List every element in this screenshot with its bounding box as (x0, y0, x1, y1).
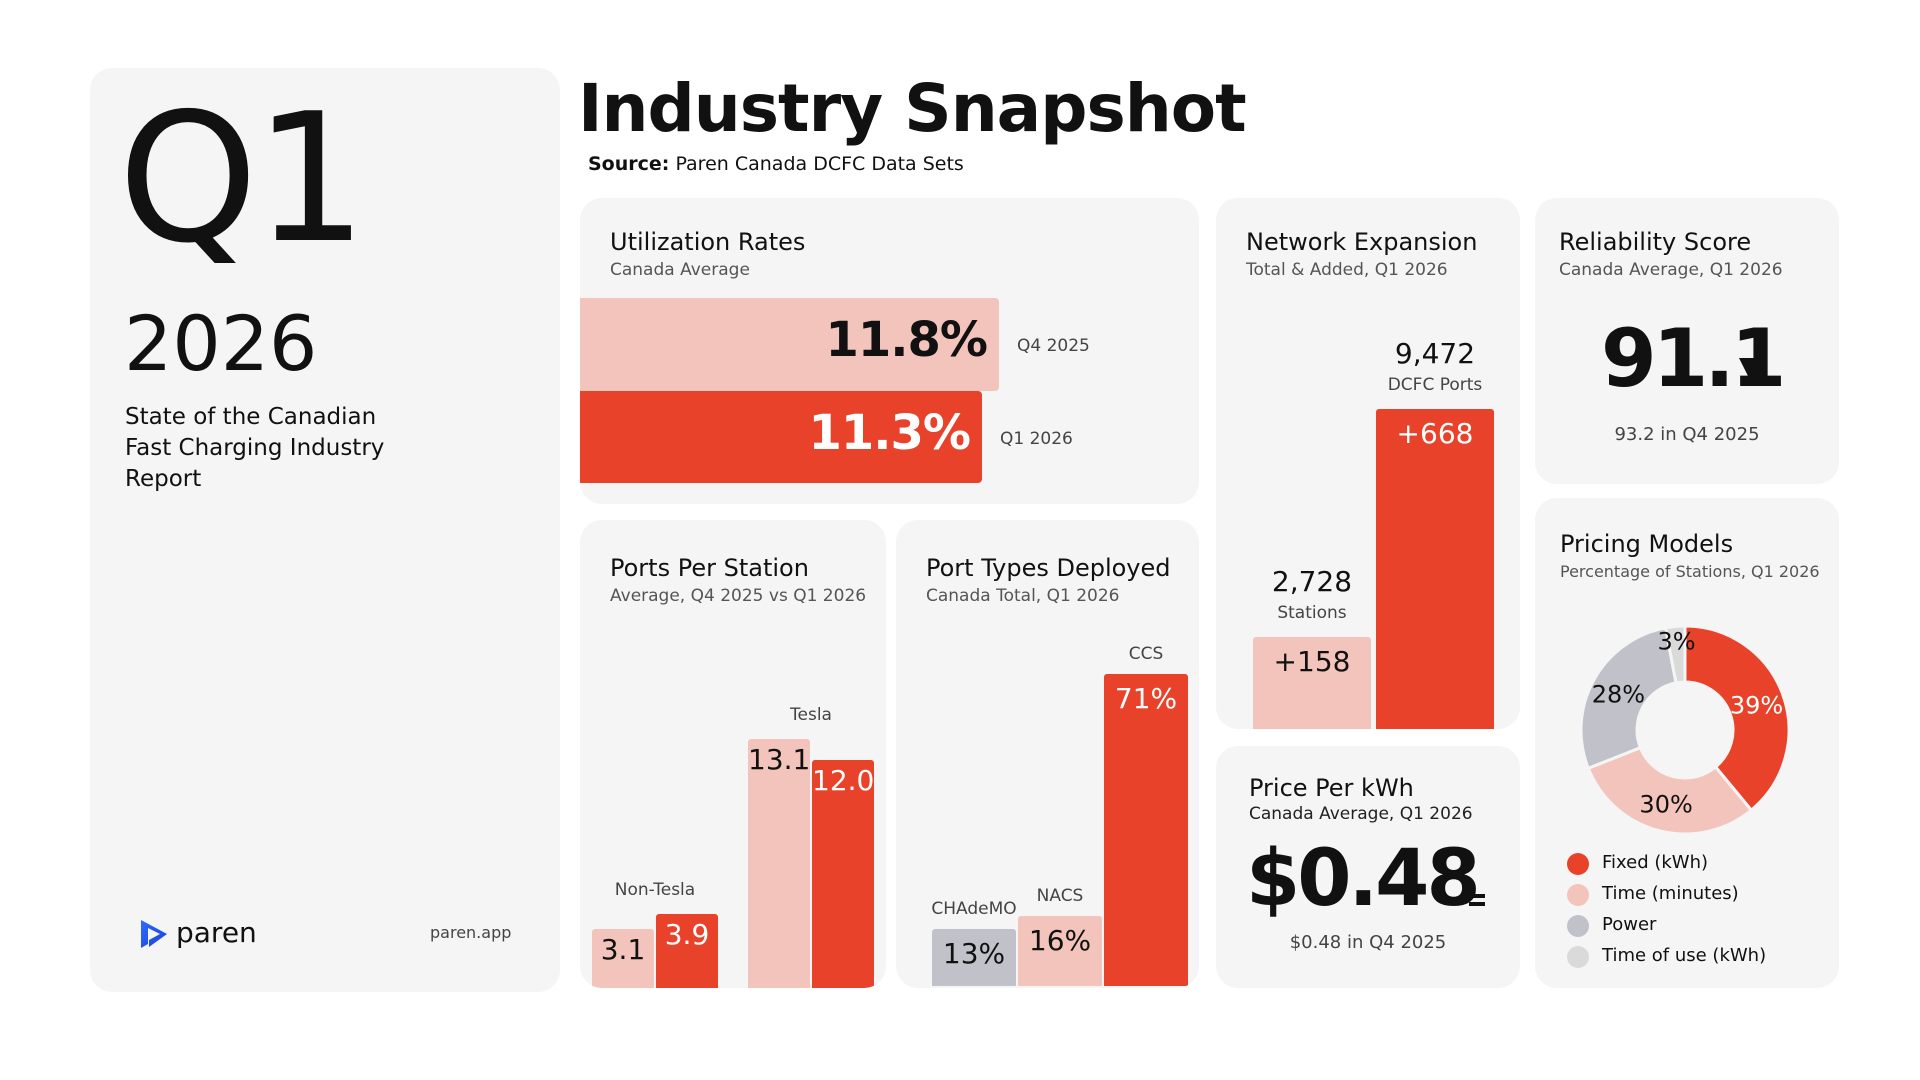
pricing-legend-swatch (1567, 884, 1589, 906)
pricing-legend-item: Time (minutes) (1567, 881, 1827, 907)
pricing-title: Pricing Models (1560, 530, 1734, 558)
port-types-value-label: 16% (1028, 924, 1092, 957)
ports-per-station-bar: 13.1 (748, 739, 810, 988)
pricing-legend-swatch (1567, 915, 1589, 937)
port-types-value-label: 13% (942, 937, 1006, 970)
pricing-legend-label: Time of use (kWh) (1602, 945, 1767, 966)
port-types-card: Port Types Deployed Canada Total, Q1 202… (896, 520, 1199, 988)
down-triangle-icon (1739, 358, 1763, 382)
network-card: Network Expansion Total & Added, Q1 2026… (1216, 198, 1520, 729)
utilization-value-label: 11.8% (825, 312, 988, 368)
pricing-legend-label: Power (1602, 914, 1657, 935)
utilization-subtitle: Canada Average (610, 260, 750, 280)
reliability-card: Reliability Score Canada Average, Q1 202… (1535, 198, 1839, 484)
report-title-line-2: Fast Charging Industry (125, 435, 385, 461)
port-types-value-label: 71% (1114, 682, 1178, 715)
network-total-label: 2,728 (1271, 565, 1353, 598)
pricing-slice-label: 39% (1730, 691, 1783, 719)
report-title-line-1: State of the Canadian (125, 404, 377, 430)
pricing-slice-label: 28% (1592, 680, 1645, 708)
price-subtitle: Canada Average, Q1 2026 (1249, 804, 1473, 824)
price-value: $0.48 (1246, 834, 1481, 924)
utilization-period-label: Q1 2026 (1000, 429, 1073, 449)
page-title: Industry Snapshot (578, 70, 1247, 147)
ports-per-station-card: Ports Per Station Average, Q4 2025 vs Q1… (580, 520, 886, 988)
pricing-slice-label: 3% (1657, 627, 1695, 655)
reliability-title: Reliability Score (1559, 228, 1752, 256)
port-types-title: Port Types Deployed (926, 554, 1171, 582)
network-title: Network Expansion (1246, 228, 1478, 256)
utilization-card: Utilization Rates Canada Average 11.8% Q4… (580, 198, 1199, 504)
pricing-legend-swatch (1567, 853, 1589, 875)
utilization-bar: 11.8% (580, 298, 999, 391)
network-total-label: 9,472 (1394, 337, 1476, 370)
utilization-period-label: Q4 2025 (1017, 336, 1090, 356)
ports-per-station-bar: 3.9 (656, 914, 718, 988)
price-card: Price Per kWh Canada Average, Q1 2026 $0… (1216, 746, 1520, 988)
ports-per-station-value-label: 3.1 (600, 933, 646, 966)
reliability-previous: 93.2 in Q4 2025 (1614, 424, 1760, 445)
reliability-subtitle: Canada Average, Q1 2026 (1559, 260, 1783, 280)
pricing-subtitle: Percentage of Stations, Q1 2026 (1560, 562, 1820, 581)
pricing-legend-label: Fixed (kWh) (1602, 852, 1709, 873)
ports-per-station-bar: 12.0 (812, 760, 874, 988)
utilization-bar: 11.3% (580, 391, 982, 483)
utilization-title: Utilization Rates (610, 228, 806, 256)
port-types-bar: 16% (1018, 916, 1102, 986)
utilization-value-label: 11.3% (808, 405, 971, 461)
port-types-category-label: CHAdeMO (931, 899, 1017, 919)
pricing-donut-chart: 39% 30% 28% 3% (1579, 624, 1791, 836)
port-types-category-label: NACS (1036, 886, 1084, 906)
pricing-legend-item: Power (1567, 912, 1827, 938)
brand-name[interactable]: paren (176, 916, 257, 949)
network-bar: +668 (1376, 409, 1494, 729)
pricing-legend: Fixed (kWh) Time (minutes) Power Time of us… (1567, 850, 1827, 980)
pricing-legend-swatch (1567, 946, 1589, 968)
source-line: Source: Paren Canada DCFC Data Sets (588, 153, 964, 175)
network-category-label: DCFC Ports (1387, 375, 1483, 395)
pricing-donut-slice (1579, 626, 1678, 771)
ports-per-station-value-label: 12.0 (812, 764, 875, 797)
pricing-slice-label: 30% (1639, 791, 1692, 819)
port-types-bar: 13% (932, 929, 1016, 986)
ports-per-station-subtitle: Average, Q4 2025 vs Q1 2026 (610, 586, 867, 606)
cover-card: Q1 2026 State of the Canadian Fast Charg… (90, 68, 560, 992)
report-title-line-3: Report (125, 466, 202, 492)
site-link[interactable]: paren.app (430, 923, 512, 942)
source-text: Paren Canada DCFC Data Sets (675, 153, 964, 175)
pricing-legend-label: Time (minutes) (1602, 883, 1739, 904)
network-added-label: +158 (1273, 645, 1351, 678)
port-types-subtitle: Canada Total, Q1 2026 (926, 586, 1120, 606)
port-types-bar: 71% (1104, 674, 1188, 986)
port-types-chart: 13% CHAdeMO 16% NACS 71% CCS (896, 520, 1199, 988)
pricing-card: Pricing Models Percentage of Stations, Q… (1535, 498, 1839, 988)
year-label: 2026 (124, 299, 318, 388)
price-title: Price Per kWh (1249, 774, 1414, 802)
pricing-legend-item: Fixed (kWh) (1567, 850, 1827, 876)
ports-per-station-bar: 3.1 (592, 929, 654, 988)
pricing-legend-item: Time of use (kWh) (1567, 943, 1827, 969)
quarter-label: Q1 (118, 75, 367, 282)
ports-per-station-chart: 3.1 3.9 Non-Tesla 13.1 12.0 Tesla (580, 520, 886, 988)
network-subtitle: Total & Added, Q1 2026 (1246, 260, 1448, 280)
ports-per-station-title: Ports Per Station (610, 554, 809, 582)
paren-logo-icon[interactable] (136, 916, 170, 952)
network-bar: +158 (1253, 637, 1371, 729)
pricing-donut-slice (1586, 745, 1754, 836)
ports-per-station-category-label: Non-Tesla (614, 880, 696, 900)
price-previous: $0.48 in Q4 2025 (1289, 932, 1447, 953)
utilization-chart: 11.8% Q4 2025 11.3% Q1 2026 (580, 198, 1199, 504)
equals-icon (1469, 894, 1485, 906)
network-category-label: Stations (1277, 603, 1347, 623)
ports-per-station-value-label: 3.9 (664, 918, 710, 951)
port-types-category-label: CCS (1128, 644, 1164, 664)
network-added-label: +668 (1396, 417, 1474, 450)
ports-per-station-value-label: 13.1 (748, 743, 811, 776)
source-label: Source: (588, 153, 670, 175)
ports-per-station-category-label: Tesla (790, 705, 832, 725)
pricing-donut-slice (1663, 624, 1687, 685)
pricing-donut-slice (1683, 624, 1791, 813)
network-chart: +158 2,728 Stations +668 9,472 DCFC Ports (1216, 198, 1520, 729)
